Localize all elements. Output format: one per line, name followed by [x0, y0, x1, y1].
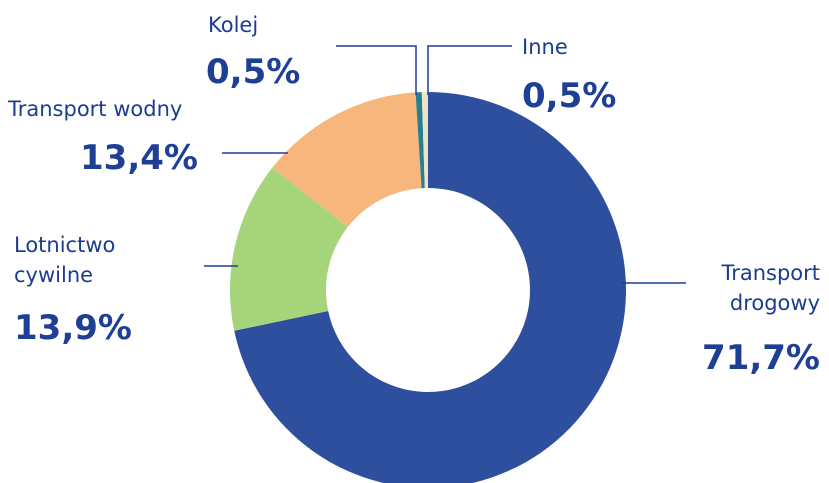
leader-line [336, 46, 416, 95]
donut [230, 92, 626, 483]
category-label: Inne [522, 32, 602, 62]
value-label: 13,9% [14, 308, 154, 348]
infographic: Transport drogowy 71,7% Lotnictwo cywilne 1… [0, 0, 829, 483]
value-label: 0,5% [206, 52, 346, 92]
category-label: Transport wodny [8, 94, 218, 124]
value-label: 13,4% [80, 138, 220, 178]
category-label: Transport drogowy [688, 258, 820, 318]
value-label: 71,7% [668, 338, 820, 378]
category-label: Lotnictwo cywilne [14, 230, 134, 290]
value-label: 0,5% [522, 76, 662, 116]
leader-line [428, 46, 512, 95]
category-label: Kolej [208, 10, 288, 40]
